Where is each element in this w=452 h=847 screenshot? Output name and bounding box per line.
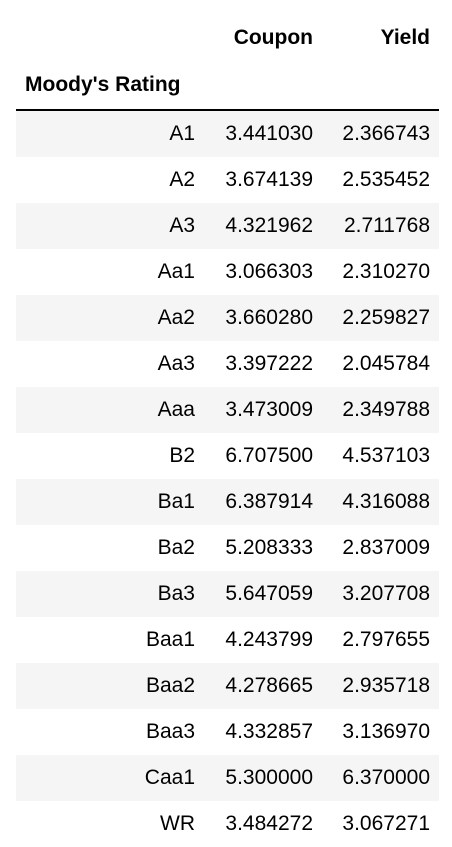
cell-coupon: 3.660280	[225, 306, 313, 329]
cell-yield: 2.366743	[342, 122, 430, 145]
table-row: Ba3 5.647059 3.207708	[16, 571, 439, 617]
cell-coupon: 4.278665	[225, 674, 313, 697]
table-header: Coupon Yield Moody's Rating	[16, 15, 439, 110]
row-index-rating: Ba3	[157, 582, 195, 605]
table-row: B2 6.707500 4.537103	[16, 433, 439, 479]
cell-coupon: 4.243799	[225, 628, 313, 651]
cell-coupon: 5.300000	[225, 766, 313, 789]
cell-coupon: 3.066303	[225, 260, 313, 283]
table-row: Aaa 3.473009 2.349788	[16, 387, 439, 433]
cell-yield: 2.045784	[342, 352, 430, 375]
table-row: Aa2 3.660280 2.259827	[16, 295, 439, 341]
row-index-rating: WR	[160, 812, 195, 835]
cell-yield: 3.207708	[342, 582, 430, 605]
cell-yield: 2.349788	[342, 398, 430, 421]
column-header-yield: Yield	[380, 26, 430, 49]
column-header-coupon: Coupon	[233, 26, 313, 49]
table-row: Baa2 4.278665 2.935718	[16, 663, 439, 709]
row-index-rating: Baa3	[145, 720, 195, 743]
cell-yield: 2.935718	[342, 674, 430, 697]
table-row: Baa1 4.243799 2.797655	[16, 617, 439, 663]
cell-yield: 4.537103	[342, 444, 430, 467]
cell-yield: 6.370000	[342, 766, 430, 789]
row-index-rating: Ba2	[157, 536, 195, 559]
row-index-rating: B2	[169, 444, 195, 467]
cell-coupon: 4.332857	[225, 720, 313, 743]
cell-coupon: 4.321962	[225, 214, 313, 237]
table-body: A1 3.441030 2.366743 A2 3.674139 2.535452 A3 4.…	[16, 110, 439, 847]
row-index-rating: Aa2	[157, 306, 195, 329]
index-name-label: Moody's Rating	[25, 73, 181, 96]
cell-coupon: 6.707500	[225, 444, 313, 467]
cell-coupon: 5.647059	[225, 582, 313, 605]
table-row: Ba1 6.387914 4.316088	[16, 479, 439, 525]
cell-coupon: 3.397222	[225, 352, 313, 375]
cell-yield: 2.310270	[342, 260, 430, 283]
row-index-rating: Caa1	[144, 766, 195, 789]
cell-coupon: 3.674139	[225, 168, 313, 191]
cell-yield: 2.837009	[342, 536, 430, 559]
row-index-rating: A1	[169, 122, 195, 145]
table-row: Caa1 5.300000 6.370000	[16, 755, 439, 801]
table-row: Ba2 5.208333 2.837009	[16, 525, 439, 571]
column-header-row: Coupon Yield	[16, 15, 439, 61]
row-index-rating: Aa1	[157, 260, 195, 283]
table-row: WR 3.484272 3.067271	[16, 801, 439, 847]
cell-coupon: 3.473009	[225, 398, 313, 421]
blank-corner-cell	[16, 15, 204, 61]
cell-yield: 2.711768	[343, 214, 430, 237]
row-index-rating: A3	[169, 214, 195, 237]
cell-yield: 3.067271	[342, 812, 430, 835]
cell-yield: 2.259827	[342, 306, 430, 329]
cell-coupon: 6.387914	[225, 490, 313, 513]
row-index-rating: A2	[169, 168, 195, 191]
cell-coupon: 5.208333	[225, 536, 313, 559]
index-name-spacer	[204, 61, 322, 110]
table-row: Aa3 3.397222 2.045784	[16, 341, 439, 387]
row-index-rating: Baa2	[145, 674, 195, 697]
row-index-rating: Ba1	[157, 490, 195, 513]
cell-coupon: 3.441030	[225, 122, 313, 145]
cell-yield: 3.136970	[342, 720, 430, 743]
table-row: A3 4.321962 2.711768	[16, 203, 439, 249]
table-row: Baa3 4.332857 3.136970	[16, 709, 439, 755]
cell-coupon: 3.484272	[225, 812, 313, 835]
row-index-rating: Aaa	[157, 398, 195, 421]
cell-yield: 2.797655	[342, 628, 430, 651]
table-row: A2 3.674139 2.535452	[16, 157, 439, 203]
row-index-rating: Baa1	[145, 628, 195, 651]
cell-yield: 4.316088	[342, 490, 430, 513]
dataframe-table: Coupon Yield Moody's Rating A1 3.441030 2.…	[16, 15, 439, 847]
row-index-rating: Aa3	[157, 352, 195, 375]
cell-yield: 2.535452	[342, 168, 430, 191]
table-row: A1 3.441030 2.366743	[16, 110, 439, 157]
table-row: Aa1 3.066303 2.310270	[16, 249, 439, 295]
index-name-row: Moody's Rating	[16, 61, 439, 110]
index-name-spacer	[322, 61, 439, 110]
